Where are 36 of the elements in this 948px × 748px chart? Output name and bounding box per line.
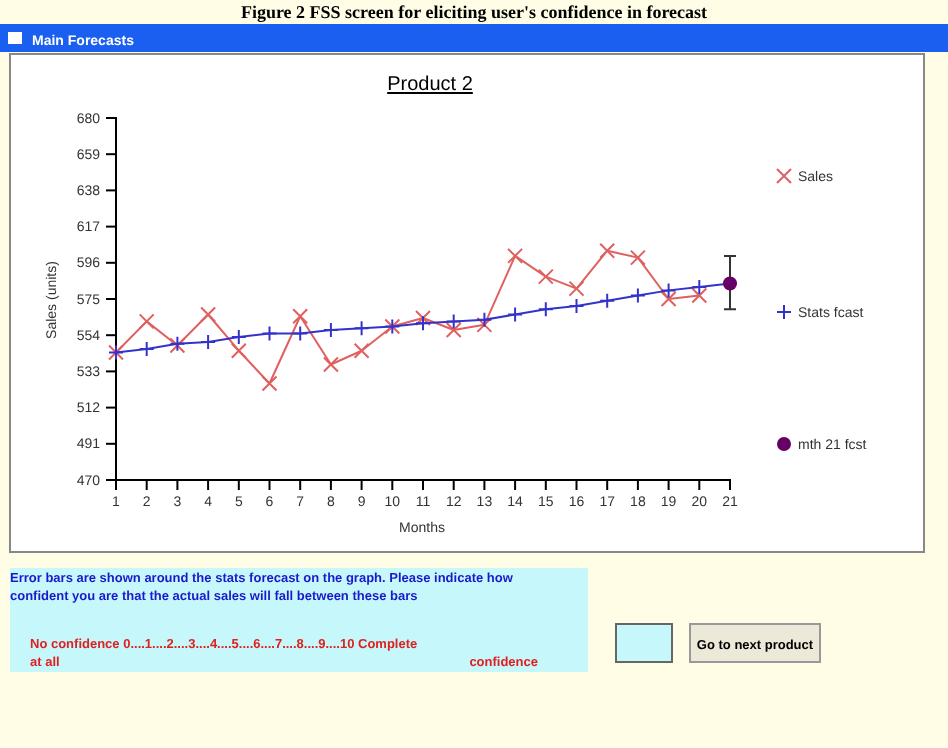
point xyxy=(200,306,217,323)
point xyxy=(599,242,616,259)
chart-title: Product 2 xyxy=(387,74,474,96)
point xyxy=(568,280,585,297)
point xyxy=(568,297,585,314)
point xyxy=(660,282,677,299)
point xyxy=(415,309,431,326)
point xyxy=(445,313,462,330)
point xyxy=(537,268,554,285)
point xyxy=(629,287,646,304)
point xyxy=(660,291,677,307)
point xyxy=(138,340,155,357)
caption: Figure 2 FSS screen for eliciting user's confidence in forecast xyxy=(240,2,708,22)
point xyxy=(261,375,278,392)
point xyxy=(138,313,155,330)
point xyxy=(353,342,370,359)
point xyxy=(537,301,554,318)
point xyxy=(353,320,370,337)
point xyxy=(200,334,217,351)
point xyxy=(476,311,493,328)
point xyxy=(691,287,708,304)
point xyxy=(507,306,524,323)
point xyxy=(322,322,339,339)
point xyxy=(292,325,309,342)
point xyxy=(599,292,616,309)
point xyxy=(691,278,708,295)
point xyxy=(230,328,247,345)
point xyxy=(507,247,524,264)
point xyxy=(415,315,431,332)
point xyxy=(476,316,493,333)
point xyxy=(261,325,278,342)
point xyxy=(322,356,339,373)
point xyxy=(445,322,462,339)
point xyxy=(292,308,309,325)
point xyxy=(629,249,646,266)
point xyxy=(230,342,247,359)
